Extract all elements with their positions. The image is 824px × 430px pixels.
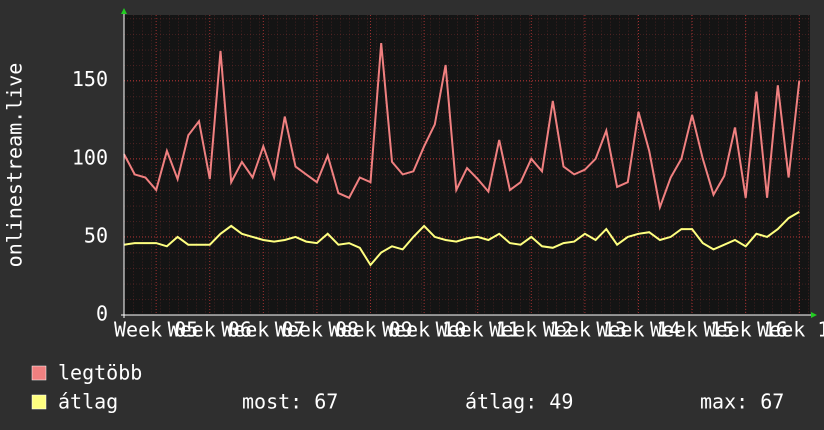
y-arrow (121, 8, 127, 14)
x-tick-label: Week 06 (168, 318, 252, 342)
legend-swatch (31, 365, 47, 381)
x-tick-label: Week 13 (543, 318, 627, 342)
x-tick-label: Week 08 (275, 318, 359, 342)
y-tick-label: 50 (84, 223, 108, 247)
x-tick-label: Week 07 (221, 318, 305, 342)
minor-grid (124, 15, 810, 315)
series-line (123, 211, 800, 267)
x-tick-label: Week 09 (328, 318, 412, 342)
legend-label: átlag (58, 390, 118, 414)
x-tick-label: Week 10 (382, 318, 466, 342)
x-tick-label: Week 16 (704, 318, 788, 342)
grid (124, 15, 810, 316)
y-axis-label: onlinestream.live (3, 63, 27, 268)
x-tick-label: Week 17 (757, 318, 824, 342)
x-tick-label: Week 14 (596, 318, 680, 342)
x-tick-label: Week 05 (114, 318, 198, 342)
x-tick-label: Week 11 (436, 318, 520, 342)
x-arrow (811, 312, 817, 318)
lines (123, 43, 801, 267)
y-tick-label: 150 (72, 67, 108, 91)
x-tick-label: Week 15 (650, 318, 734, 342)
y-tick-label: 0 (96, 302, 108, 326)
legend-stat: átlag: 49 (465, 390, 573, 414)
series-line (123, 43, 801, 211)
legend-swatch (31, 394, 47, 410)
x-tick-label: Week 12 (489, 318, 573, 342)
legend-stat: most: 67 (242, 390, 338, 414)
legend-stat: max: 67 (700, 390, 784, 414)
y-tick-label: 100 (72, 145, 108, 169)
legend-label: legtöbb (58, 361, 142, 385)
